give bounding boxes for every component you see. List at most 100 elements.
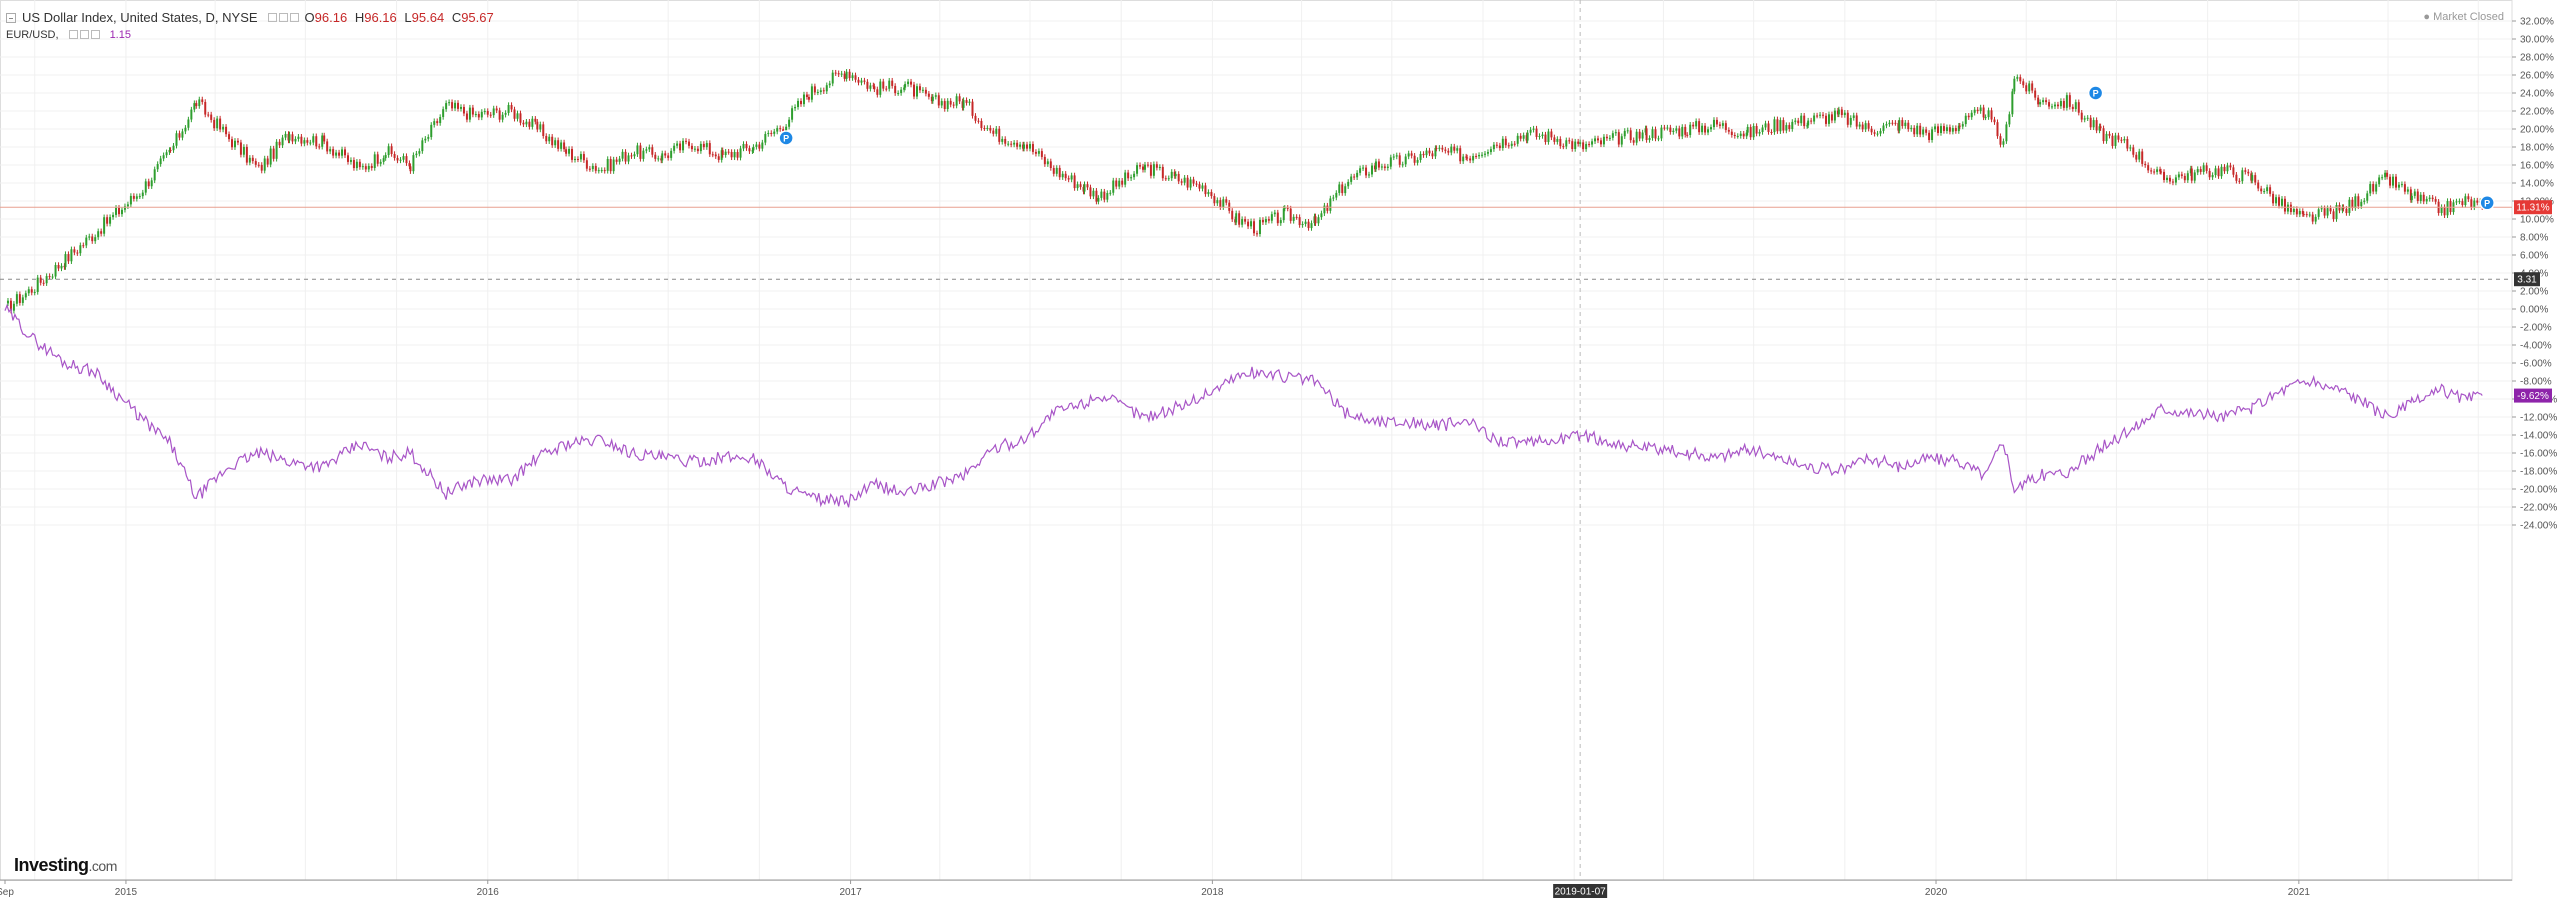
candle-body [1261, 219, 1264, 223]
candle-body [181, 131, 184, 138]
candle-body [1034, 151, 1037, 154]
candle-body [222, 126, 225, 130]
candle-body [900, 89, 903, 94]
candle-body [2341, 207, 2344, 211]
candle-body [106, 217, 109, 224]
candle-body [73, 249, 76, 253]
candle-body [260, 164, 263, 171]
candle-body [2308, 214, 2311, 216]
candle-body [45, 276, 48, 284]
candle-body [489, 114, 492, 116]
candle-body [2171, 181, 2174, 183]
candle-body [1453, 146, 1456, 151]
candle-body [135, 196, 138, 199]
candle-body [1718, 124, 1721, 126]
y-tick-label: 26.00% [2520, 71, 2554, 82]
candle-body [2298, 210, 2301, 215]
candle-body [2208, 170, 2211, 178]
candle-body [863, 80, 866, 82]
candle-body [2174, 177, 2177, 183]
candle-body [2320, 208, 2323, 210]
collapse-legend-icon[interactable] [6, 12, 16, 23]
candle-body [714, 154, 717, 157]
compare-remove-icon[interactable] [90, 30, 100, 39]
candle-body [1617, 132, 1620, 145]
candle-body [1139, 165, 1142, 167]
candle-body [2403, 184, 2406, 192]
candle-body [2247, 171, 2250, 174]
candle-body [1919, 125, 1922, 135]
candle-body [294, 138, 297, 142]
candle-body [2389, 176, 2392, 186]
compare-hide-icon[interactable] [68, 30, 78, 39]
candle-body [1755, 126, 1758, 134]
candle-body [2397, 184, 2400, 188]
candle-body [2443, 207, 2446, 216]
candle-body [1594, 138, 1597, 142]
candle-body [1435, 148, 1438, 150]
candle-body [1356, 172, 1359, 178]
candle-body [1559, 138, 1562, 147]
candle-body [1244, 219, 1247, 222]
candle-body [1158, 166, 1161, 168]
candle-body [150, 180, 153, 187]
candle-body [2372, 184, 2375, 192]
candle-body [1130, 177, 1133, 179]
candle-body [1931, 129, 1934, 140]
candle-body [1095, 190, 1098, 202]
crosshair-value-box [2514, 272, 2540, 287]
candle-body [2028, 83, 2031, 92]
candle-body [2223, 166, 2226, 172]
candle-body [968, 101, 971, 103]
candle-body [534, 118, 537, 122]
candle-body [1879, 130, 1882, 134]
candle-body [2105, 133, 2108, 142]
candle-body [1289, 208, 1292, 221]
candle-body [1279, 220, 1282, 224]
candle-body [2138, 151, 2141, 160]
candle-body [2392, 176, 2395, 186]
candle-body [645, 149, 648, 151]
candle-body [115, 207, 118, 215]
candle-body [1425, 150, 1428, 156]
candle-body [721, 150, 724, 156]
candle-body [840, 73, 843, 75]
candle-body [1314, 216, 1317, 224]
candle-body [436, 121, 439, 124]
candle-body [1344, 186, 1347, 194]
candle-body [64, 254, 67, 268]
candle-body [2449, 201, 2452, 213]
candle-body [1773, 119, 1776, 133]
candle-body [54, 265, 57, 277]
candle-body [1004, 138, 1007, 144]
candle-body [504, 112, 507, 115]
candle-body [1797, 120, 1800, 124]
candle-body [2366, 193, 2369, 201]
candle-body [178, 133, 181, 138]
compare-settings-icon[interactable] [79, 30, 89, 39]
candle-body [117, 207, 120, 215]
candle-body [2351, 199, 2354, 209]
series-settings-icon[interactable] [278, 13, 288, 22]
candle-body [2357, 196, 2360, 207]
compare-tools[interactable] [68, 30, 100, 39]
candle-body [1438, 147, 1441, 149]
candle-body [810, 86, 813, 100]
candle-body [1964, 115, 1967, 125]
hide-series-icon[interactable] [267, 13, 277, 22]
candle-body [2111, 135, 2114, 146]
candle-body [2286, 204, 2289, 212]
candle-body [2144, 163, 2147, 166]
high-value: 96.16 [364, 9, 397, 25]
candle-body [894, 85, 897, 94]
candle-body [2406, 189, 2409, 192]
candle-body [2013, 78, 2016, 92]
candle-body [1231, 210, 1234, 220]
candle-body [2342, 207, 2345, 209]
remove-series-icon[interactable] [289, 13, 299, 22]
candle-body [1556, 138, 1559, 142]
candle-body [1392, 156, 1395, 158]
series-tools[interactable] [267, 13, 299, 22]
